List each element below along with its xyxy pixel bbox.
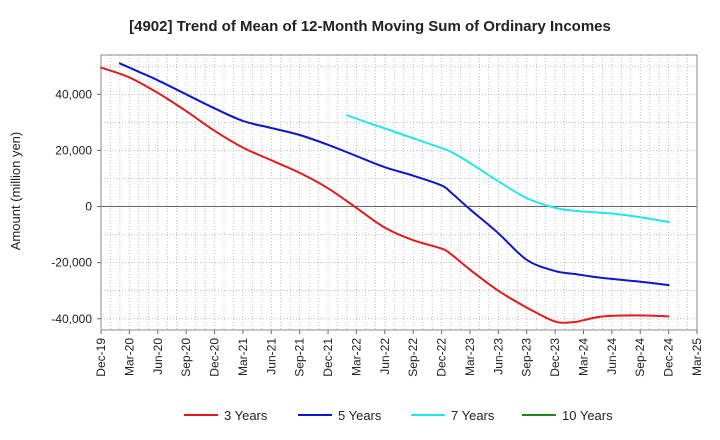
x-tick-label: Sep-24 bbox=[633, 338, 647, 377]
x-tick-label: Dec-20 bbox=[208, 338, 222, 377]
x-tick-label: Mar-22 bbox=[349, 338, 363, 376]
x-tick-label: Mar-25 bbox=[690, 338, 704, 376]
series-line-5-years bbox=[118, 62, 670, 287]
x-tick-label: Mar-23 bbox=[463, 338, 477, 376]
series-line-7-years bbox=[346, 114, 670, 223]
series-lines bbox=[100, 62, 670, 324]
y-tick-label: 0 bbox=[85, 200, 92, 214]
y-tick-labels: -40,000 -20,000 0 20,000 40,000 bbox=[51, 87, 101, 326]
legend-label-7-years: 7 Years bbox=[451, 408, 495, 423]
x-tick-label: Jun-24 bbox=[605, 338, 619, 375]
x-tick-label: Dec-19 bbox=[94, 338, 108, 377]
series-line-3-years bbox=[100, 66, 670, 324]
y-tick-label: -40,000 bbox=[51, 312, 92, 326]
x-tick-label: Sep-23 bbox=[520, 338, 534, 377]
x-tick-label: Sep-22 bbox=[406, 338, 420, 377]
grid bbox=[100, 55, 698, 330]
legend-label-10-years: 10 Years bbox=[562, 408, 613, 423]
plot-border bbox=[100, 54, 698, 331]
x-tick-label: Dec-21 bbox=[321, 338, 335, 377]
x-tick-label: Dec-22 bbox=[435, 338, 449, 377]
x-tick-label: Sep-21 bbox=[293, 338, 307, 377]
x-tick-label: Dec-24 bbox=[662, 338, 676, 377]
x-tick-label: Jun-22 bbox=[378, 338, 392, 375]
legend-label-3-years: 3 Years bbox=[224, 408, 268, 423]
chart-title: [4902] Trend of Mean of 12-Month Moving … bbox=[129, 18, 611, 35]
x-tick-label: Mar-20 bbox=[122, 338, 136, 376]
legend-label-5-years: 5 Years bbox=[338, 408, 382, 423]
y-tick-label: -20,000 bbox=[51, 256, 92, 270]
legend: 3 Years 5 Years 7 Years 10 Years bbox=[184, 408, 613, 423]
x-tick-label: Dec-23 bbox=[548, 338, 562, 377]
x-tick-label: Jun-20 bbox=[151, 338, 165, 375]
y-tick-label: 20,000 bbox=[55, 143, 92, 157]
y-axis-label: Amount (million yen) bbox=[8, 132, 23, 251]
x-tick-label: Mar-24 bbox=[576, 338, 590, 376]
y-tick-label: 40,000 bbox=[55, 87, 92, 101]
x-tick-label: Mar-21 bbox=[236, 338, 250, 376]
x-tick-label: Jun-23 bbox=[491, 338, 505, 375]
x-tick-label: Sep-20 bbox=[179, 338, 193, 377]
x-tick-label: Jun-21 bbox=[264, 338, 278, 375]
x-tick-labels: Dec-19 Mar-20 Jun-20 Sep-20 Dec-20 Mar-21 Jun-… bbox=[94, 330, 704, 377]
